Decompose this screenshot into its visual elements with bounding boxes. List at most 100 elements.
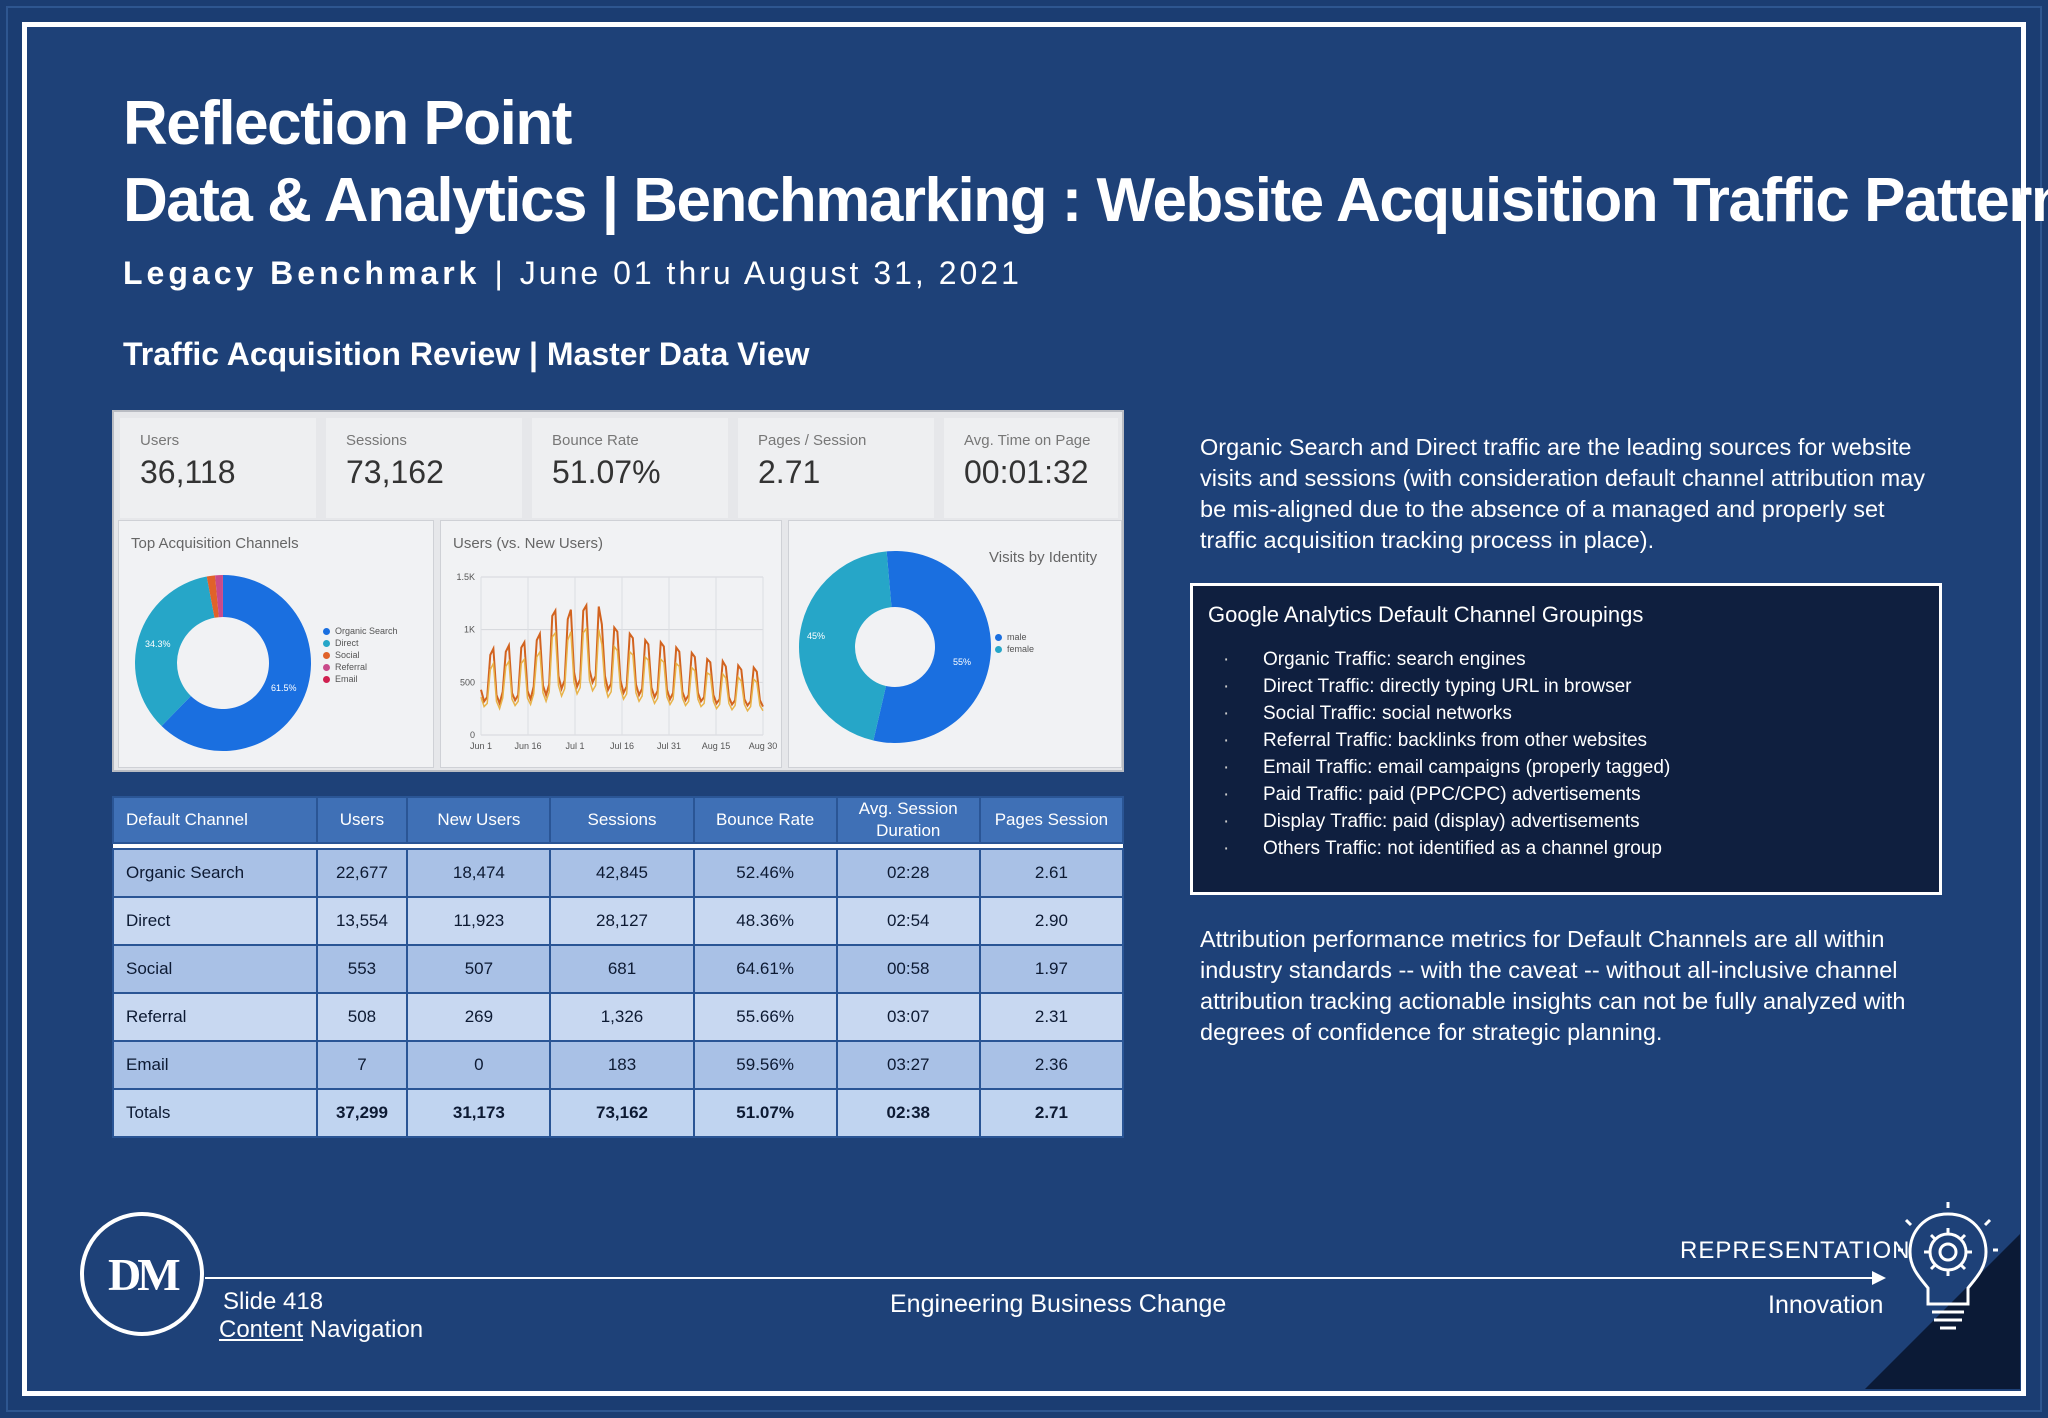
- pie-slice-organic-search: [161, 575, 311, 751]
- table-row: Email 7 0 183 59.56% 03:27 2.36: [112, 1040, 1125, 1090]
- x-tick-label: Aug 30: [749, 741, 778, 751]
- cell: 553: [315, 944, 409, 994]
- legend-item: female: [995, 643, 1034, 655]
- x-tick-label: Jul 1: [565, 741, 584, 751]
- cell: 11,923: [406, 896, 552, 946]
- cell: 64.61%: [692, 944, 838, 994]
- list-item: Referral Traffic: backlinks from other w…: [1223, 727, 1670, 754]
- legend-item: male: [995, 631, 1034, 643]
- kpi-sessions: Sessions 73,162: [326, 418, 522, 518]
- channels-panel: Top Acquisition Channels Organic Search …: [118, 520, 434, 768]
- groupings-list: Organic Traffic: search engines Direct T…: [1223, 646, 1670, 862]
- pie-slice-direct: [135, 576, 215, 727]
- kpi-users: Users 36,118: [120, 418, 316, 518]
- analytics-dashboard: Users 36,118 Sessions 73,162 Bounce Rate…: [112, 410, 1124, 772]
- legend-item: Social: [323, 649, 398, 661]
- pie-label: 34.3%: [145, 639, 171, 649]
- title-line-1: Reflection Point: [123, 89, 572, 158]
- cell: Direct: [112, 896, 318, 946]
- cell: 37,299: [315, 1088, 409, 1138]
- cell: 52.46%: [692, 848, 838, 898]
- kpi-value: 73,162: [346, 454, 444, 490]
- x-tick-label: Jun 1: [470, 741, 492, 751]
- slide-number: Slide 418: [223, 1288, 324, 1315]
- users-panel: Users (vs. New Users) 1.5K 1K 500 0 Jun 1 Jun…: [440, 520, 782, 768]
- y-tick-label: 0: [470, 730, 475, 740]
- kpi-label: Users: [140, 432, 180, 449]
- pie-slice-male: [873, 551, 991, 743]
- cell: 48.36%: [692, 896, 838, 946]
- pie-slice-social: [206, 575, 219, 618]
- kpi-value: 2.71: [758, 454, 821, 490]
- subtitle-dates: June 01 thru August 31, 2021: [519, 255, 1022, 291]
- cell: 28,127: [549, 896, 695, 946]
- pie-label: 45%: [807, 631, 826, 641]
- col-header: Pages Session: [978, 796, 1125, 844]
- col-header: Users: [315, 796, 409, 844]
- cell: 31,173: [406, 1088, 552, 1138]
- footer-tagline: Engineering Business Change: [890, 1290, 1227, 1318]
- col-header: Bounce Rate: [692, 796, 838, 844]
- cell: 1.97: [978, 944, 1125, 994]
- cell: Email: [112, 1040, 318, 1090]
- table-row: Direct 13,554 11,923 28,127 48.36% 02:54…: [112, 896, 1125, 946]
- channel-groupings-box: Google Analytics Default Channel Groupin…: [1190, 583, 1942, 895]
- kpi-pages-session: Pages / Session 2.71: [738, 418, 934, 518]
- kpi-value: 36,118: [140, 454, 236, 490]
- content-navigation-link[interactable]: Content Navigation: [219, 1316, 423, 1344]
- cell: 59.56%: [692, 1040, 838, 1090]
- list-item: Paid Traffic: paid (PPC/CPC) advertiseme…: [1223, 781, 1670, 808]
- col-header: Default Channel: [112, 796, 318, 844]
- cell: 2.71: [978, 1088, 1125, 1138]
- table-row: Social 553 507 681 64.61% 00:58 1.97: [112, 944, 1125, 994]
- lightbulb-gear-icon: [1898, 1202, 1998, 1330]
- pie-label: 55%: [953, 657, 972, 667]
- kpi-label: Pages / Session: [758, 432, 867, 449]
- kpi-value: 51.07%: [552, 454, 661, 490]
- series-line-users: [480, 602, 764, 708]
- content-link[interactable]: Content: [219, 1316, 304, 1343]
- pie-label: 61.5%: [271, 683, 297, 693]
- table-row: Referral 508 269 1,326 55.66% 03:07 2.31: [112, 992, 1125, 1042]
- list-item: Others Traffic: not identified as a chan…: [1223, 835, 1670, 862]
- identity-title: Visits by Identity: [989, 549, 1098, 566]
- box-title: Google Analytics Default Channel Groupin…: [1208, 602, 1644, 627]
- x-tick-label: Jul 16: [610, 741, 634, 751]
- cell: 1,326: [549, 992, 695, 1042]
- cell: 18,474: [406, 848, 552, 898]
- cell: 2.61: [978, 848, 1125, 898]
- cell: 02:38: [835, 1088, 981, 1138]
- list-item: Email Traffic: email campaigns (properly…: [1223, 754, 1670, 781]
- table-row: Organic Search 22,677 18,474 42,845 52.4…: [112, 848, 1125, 898]
- col-header: New Users: [406, 796, 552, 844]
- legend-item: Organic Search: [323, 625, 398, 637]
- x-tick-label: Jul 31: [657, 741, 681, 751]
- representation-label: REPRESENTATION: [1680, 1237, 1911, 1264]
- legend-item: Referral: [323, 661, 398, 673]
- list-item: Display Traffic: paid (display) advertis…: [1223, 808, 1670, 835]
- cell: 13,554: [315, 896, 409, 946]
- cell: 22,677: [315, 848, 409, 898]
- dm-logo-circle[interactable]: [80, 1212, 204, 1336]
- y-tick-label: 500: [460, 677, 475, 687]
- pie-slice-female: [799, 551, 892, 741]
- kpi-avg-time: Avg. Time on Page 00:01:32: [944, 418, 1118, 518]
- cell: 03:07: [835, 992, 981, 1042]
- footer-divider: [205, 1277, 1880, 1279]
- arrow-right-icon: [1872, 1271, 1886, 1285]
- cell: 02:54: [835, 896, 981, 946]
- legend-item: Email: [323, 673, 398, 685]
- channels-donut: [135, 575, 311, 751]
- col-header: Avg. Session Duration: [835, 796, 981, 844]
- cell: 2.90: [978, 896, 1125, 946]
- identity-panel: Visits by Identity male female 45% 55%: [788, 520, 1122, 768]
- cell: Social: [112, 944, 318, 994]
- cell: 681: [549, 944, 695, 994]
- cell: Totals: [112, 1088, 318, 1138]
- cell: 00:58: [835, 944, 981, 994]
- y-tick-label: 1.5K: [456, 572, 475, 582]
- cell: 42,845: [549, 848, 695, 898]
- col-header: Sessions: [549, 796, 695, 844]
- innovation-label: Innovation: [1768, 1291, 1884, 1319]
